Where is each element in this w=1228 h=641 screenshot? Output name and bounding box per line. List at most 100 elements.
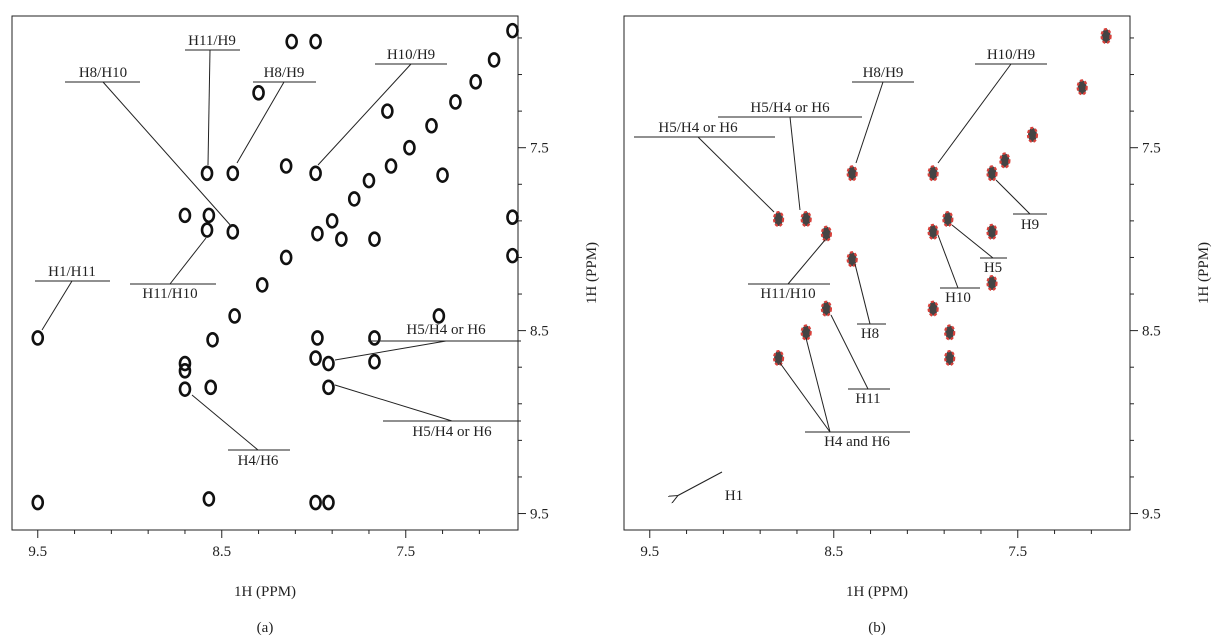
peak (335, 231, 348, 247)
peak (252, 85, 265, 101)
peak (999, 152, 1011, 169)
peak (178, 355, 192, 372)
y-axis-label: 1H (PPM) (1196, 242, 1212, 304)
peak (368, 330, 381, 346)
peak (506, 209, 519, 226)
peak (200, 222, 214, 238)
peak (944, 349, 956, 367)
annotation: H11/H10 (760, 286, 815, 302)
peak (927, 165, 939, 182)
annotation: H5/H4 or H6 (658, 120, 738, 136)
peak (487, 52, 501, 68)
peak (381, 103, 394, 119)
peak (506, 247, 519, 264)
peak (202, 207, 216, 224)
peak (846, 165, 858, 182)
annotation: H1 (725, 488, 743, 504)
leader-line (805, 337, 831, 433)
peak (986, 165, 998, 182)
annotation: H4 and H6 (824, 434, 890, 450)
peak (436, 167, 449, 183)
y-axis-label: 1H (PPM) (584, 242, 600, 304)
leader-line (697, 136, 775, 213)
leader-line (334, 384, 453, 422)
x-tick-label: 7.5 (1008, 544, 1027, 560)
x-tick-label: 9.5 (640, 544, 659, 560)
peak (449, 94, 462, 110)
leader-line (854, 263, 871, 325)
peak (31, 330, 45, 346)
peak (820, 225, 833, 242)
peak (178, 381, 192, 397)
plot-frame (623, 15, 1131, 531)
annotation: H1/H11 (48, 264, 96, 280)
peak (204, 379, 218, 396)
peak (927, 223, 939, 240)
y-tick-label: 9.5 (1142, 507, 1161, 523)
peak (368, 353, 381, 370)
peak (226, 165, 240, 182)
leader-line (236, 81, 285, 164)
peak (31, 494, 45, 511)
peak (942, 210, 954, 228)
peak (506, 22, 519, 39)
panel: 9.5 8.5 7.5 7.5 8.5 9.5 1H (PPM) (a) 1H (PPM) H11… (11, 15, 600, 636)
peak (311, 330, 324, 346)
annotation: H5/H4 or H6 (412, 424, 492, 440)
peak (322, 379, 335, 396)
leader-line (855, 81, 884, 164)
y-tick-label: 7.5 (1142, 141, 1161, 157)
annotation: H5/H4 or H6 (750, 100, 830, 116)
peak (772, 210, 785, 228)
caption: (b) (868, 620, 886, 636)
annotation: H8 (861, 326, 879, 342)
peak (846, 251, 858, 268)
peak (325, 213, 339, 229)
peak (944, 324, 956, 341)
leader-line (937, 234, 959, 289)
peak (322, 494, 335, 511)
peak (403, 139, 416, 156)
leader-line (830, 314, 869, 390)
annotation: H8/H9 (863, 65, 904, 81)
y-tick-label: 8.5 (530, 324, 549, 340)
leader-line (951, 224, 994, 259)
y-tick-label: 8.5 (1142, 324, 1161, 340)
annotation: H9 (1021, 217, 1039, 233)
leader-line (334, 340, 447, 361)
annotation: H8/H10 (79, 65, 127, 81)
peak (469, 74, 482, 90)
annotation: H11/H9 (188, 33, 236, 49)
y-tick-label: 9.5 (530, 507, 549, 523)
peak (425, 117, 438, 134)
x-axis-label: 1H (PPM) (846, 584, 908, 600)
annotation: H10 (945, 290, 971, 306)
peak (200, 165, 214, 182)
peak (309, 494, 322, 511)
annotation: H10/H9 (987, 47, 1035, 63)
x-tick-label: 8.5 (824, 544, 843, 560)
annotation: H8/H9 (264, 65, 305, 81)
x-tick-label: 8.5 (212, 544, 231, 560)
peak (309, 165, 322, 182)
arrow (677, 471, 723, 496)
peak (772, 349, 785, 367)
leader-line (207, 49, 211, 166)
peak (1100, 28, 1112, 45)
x-tick-label: 9.5 (28, 544, 47, 560)
x-axis-label: 1H (PPM) (234, 584, 296, 600)
peak (1076, 79, 1088, 96)
leader-line (937, 63, 1012, 164)
peak (432, 308, 446, 324)
peak (255, 277, 269, 293)
annotation: H5 (984, 260, 1002, 276)
peak (206, 331, 219, 348)
peak (322, 355, 335, 372)
plot-frame (11, 15, 519, 531)
peak (279, 158, 293, 174)
peak (362, 172, 376, 189)
annotation: H11 (855, 391, 880, 407)
leader-line (41, 280, 73, 331)
y-tick-label: 7.5 (530, 141, 549, 157)
